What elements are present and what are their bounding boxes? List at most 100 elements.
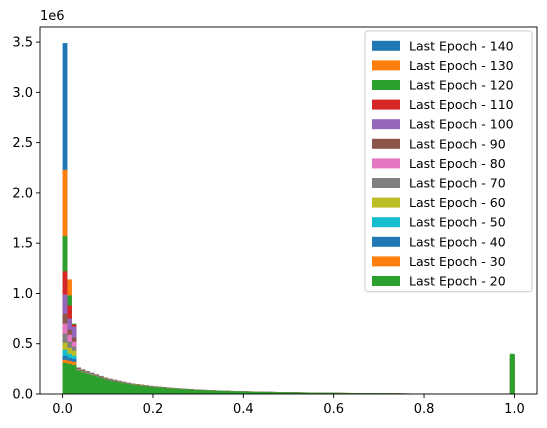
histogram-bar [125, 384, 131, 394]
histogram-bar [311, 392, 316, 394]
bar-series [62, 323, 515, 394]
histogram-bar [139, 385, 145, 394]
legend-item: Last Epoch - 50 [372, 215, 506, 230]
y-tick-label: 0.0 [12, 388, 33, 403]
legend-swatch [372, 236, 400, 247]
x-tick-label: 0.2 [143, 402, 164, 417]
histogram-bar [62, 362, 68, 394]
histogram-bar [103, 379, 109, 394]
histogram-bar [315, 392, 321, 394]
histogram-bar [80, 372, 86, 394]
histogram-bar [148, 386, 154, 394]
histogram-bar [302, 392, 307, 394]
x-tick-label: 0.8 [414, 402, 435, 417]
y-tick-label: 0.5 [12, 337, 33, 352]
histogram-bar [152, 387, 158, 394]
y-tick-label: 1.5 [12, 237, 33, 252]
legend-label: Last Epoch - 30 [409, 254, 506, 269]
histogram-bar [67, 363, 72, 394]
histogram-bar [216, 390, 222, 394]
histogram-bar [297, 392, 303, 394]
histogram-bar [112, 381, 118, 394]
legend-label: Last Epoch - 100 [409, 117, 514, 132]
legend-label: Last Epoch - 120 [409, 78, 514, 93]
histogram-bar [161, 387, 167, 394]
y-tick-label: 3.5 [12, 36, 33, 51]
legend-label: Last Epoch - 20 [409, 274, 506, 289]
legend-item: Last Epoch - 120 [372, 78, 514, 93]
legend-swatch [372, 80, 400, 90]
histogram-bar [94, 376, 100, 394]
histogram-bar [211, 390, 217, 394]
histogram-bar [270, 392, 276, 394]
histogram-bar [175, 388, 181, 394]
legend-swatch [372, 99, 400, 110]
histogram-bar [202, 390, 208, 394]
histogram-bar [207, 390, 212, 394]
y-tick-label: 1.0 [12, 287, 33, 302]
y-axis: 0.0 0.5 1.0 1.5 2.0 2.5 3.0 3.5 [12, 36, 40, 403]
legend-label: Last Epoch - 110 [409, 97, 514, 112]
histogram-bar [234, 391, 240, 394]
y-tick-label: 2.0 [12, 186, 33, 201]
histogram-bar [157, 387, 163, 394]
legend-box [364, 30, 533, 293]
x-tick-label: 0.0 [52, 402, 73, 417]
legend-label: Last Epoch - 80 [409, 156, 506, 171]
legend-swatch [372, 276, 400, 286]
x-axis: 0.0 0.2 0.4 0.6 0.8 1.0 [52, 394, 525, 417]
histogram-bar [98, 378, 104, 394]
legend-label: Last Epoch - 40 [409, 234, 506, 249]
legend-item: Last Epoch - 60 [372, 195, 506, 210]
legend-swatch [372, 178, 400, 188]
histogram-bar [225, 391, 231, 394]
legend-item: Last Epoch - 100 [372, 117, 514, 132]
histogram-bar [198, 390, 203, 394]
histogram-bar [279, 392, 285, 394]
histogram-bar [288, 392, 294, 394]
legend-swatch [372, 138, 400, 149]
histogram-bar [347, 393, 353, 394]
legend-swatch [372, 119, 400, 130]
histogram-bar [247, 391, 253, 394]
legend: Last Epoch - 140 Last Epoch - 130 Last Epo… [364, 30, 533, 293]
histogram-bar [265, 392, 271, 394]
histogram-bar [329, 392, 334, 394]
histogram-bar [184, 389, 190, 394]
legend-label: Last Epoch - 50 [409, 215, 506, 230]
legend-item: Last Epoch - 80 [372, 156, 506, 171]
x-tick-label: 0.6 [323, 402, 344, 417]
histogram-bar [324, 392, 330, 394]
legend-item: Last Epoch - 20 [372, 274, 506, 289]
bar-series [62, 313, 515, 394]
legend-label: Last Epoch - 130 [409, 58, 514, 73]
histogram-bar [85, 373, 90, 394]
histogram-bar [256, 391, 262, 394]
histogram-bar [509, 353, 515, 394]
bar-series [62, 294, 515, 394]
y-axis-offset-label: 1e6 [40, 9, 65, 24]
histogram-bar [293, 392, 298, 394]
y-tick-label: 3.0 [12, 86, 33, 101]
x-tick-label: 0.4 [233, 402, 254, 417]
legend-label: Last Epoch - 140 [409, 38, 514, 53]
histogram-bar [193, 389, 199, 394]
legend-swatch [372, 256, 400, 267]
histogram-bar [134, 385, 140, 394]
histogram-bar [283, 392, 289, 394]
histogram-bar [252, 391, 258, 394]
histogram-bar [333, 392, 339, 394]
histogram-bar [107, 380, 113, 394]
histogram-bar [130, 384, 136, 394]
histogram-bar [338, 393, 344, 394]
histogram-bar [261, 391, 267, 394]
histogram-bar [306, 392, 312, 394]
histogram-bar [166, 388, 172, 394]
legend-label: Last Epoch - 60 [409, 195, 506, 210]
histogram-bar [116, 382, 122, 394]
histogram-bar [171, 388, 176, 394]
legend-item: Last Epoch - 40 [372, 234, 506, 249]
histogram-bar [76, 370, 81, 394]
legend-item: Last Epoch - 70 [372, 176, 506, 191]
